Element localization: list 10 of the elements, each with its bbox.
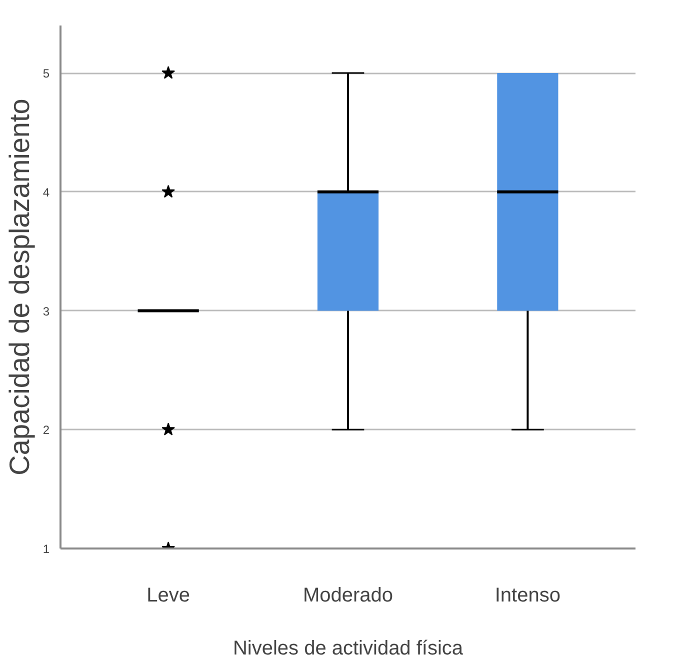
y-tick-label: 1 <box>42 542 50 556</box>
y-axis-title: Capacidad de desplazamiento <box>4 98 35 476</box>
x-tick-label: Intenso <box>494 584 560 606</box>
x-tick-label: Leve <box>146 584 190 606</box>
y-tick-label: 2 <box>42 423 50 438</box>
x-tick-label: Moderado <box>302 584 394 606</box>
x-axis-title: Niveles de actividad física <box>232 638 464 660</box>
y-tick-label: 4 <box>42 185 50 200</box>
y-tick-label: 5 <box>42 66 50 81</box>
y-tick-label: 3 <box>42 304 50 318</box>
